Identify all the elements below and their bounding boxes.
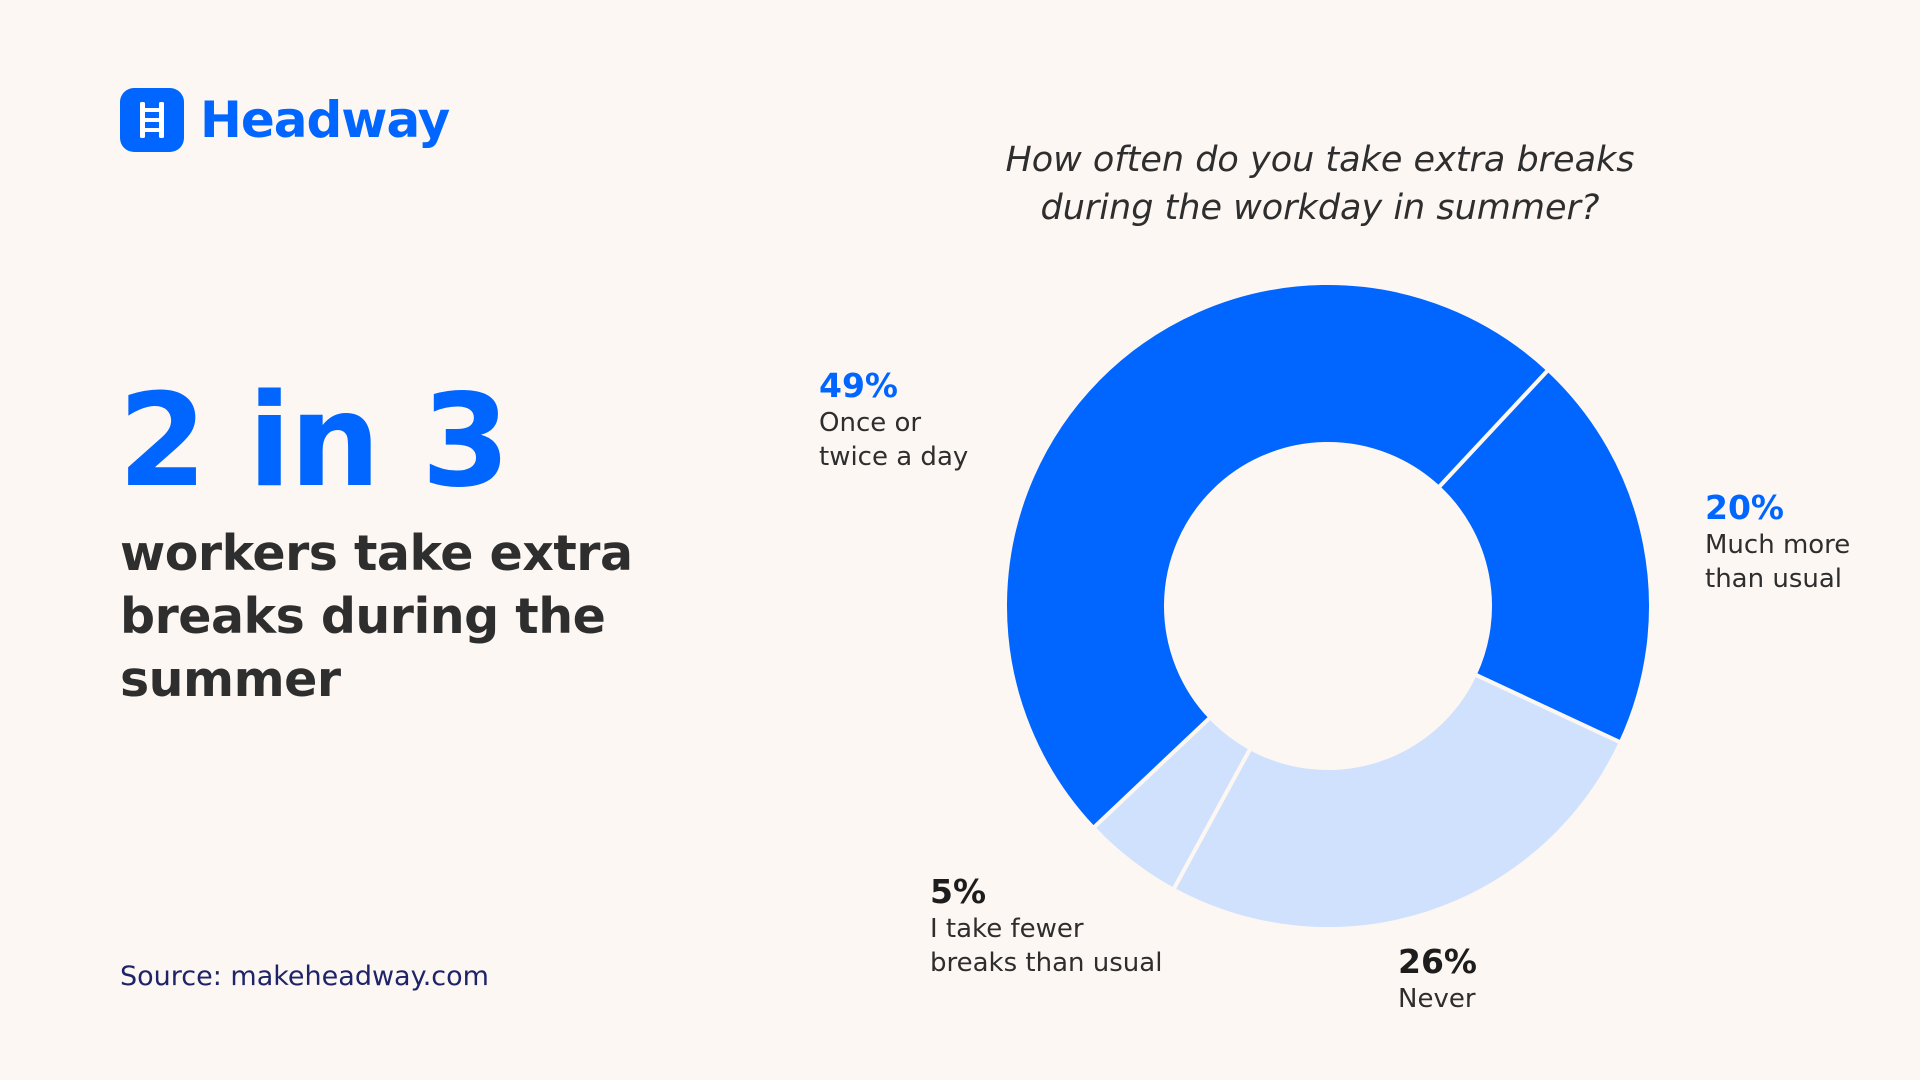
donut-slice-once-or-twice-a-day (1003, 281, 1551, 830)
brand-name: Headway (200, 91, 450, 149)
desc-much-more: Much more than usual (1705, 530, 1851, 594)
donut-slice-never (1171, 672, 1623, 932)
headline-stat: 2 in 3 (118, 367, 510, 516)
pct-never: 26% (1398, 942, 1477, 981)
desc-fewer: I take fewer breaks than usual (930, 914, 1163, 978)
brand-logo: Headway (120, 88, 450, 152)
pct-much-more: 20% (1705, 488, 1784, 527)
label-much-more: 20% Much more than usual (1705, 488, 1850, 596)
pct-fewer: 5% (930, 872, 987, 911)
desc-once-twice: Once or twice a day (819, 408, 969, 472)
donut-slice-much-more-than-usual (1436, 367, 1653, 745)
source-text: Source: makeheadway.com (120, 961, 489, 992)
subheadline: workers take extra breaks during the sum… (120, 525, 633, 708)
label-never: 26% Never (1398, 942, 1477, 1016)
pct-once-twice: 49% (819, 366, 898, 405)
label-fewer: 5% I take fewer breaks than usual (930, 872, 1162, 980)
ladder-icon (120, 88, 184, 152)
label-once-twice: 49% Once or twice a day (819, 366, 968, 474)
chart-title: How often do you take extra breaks durin… (1005, 140, 1635, 228)
desc-never: Never (1398, 984, 1476, 1014)
